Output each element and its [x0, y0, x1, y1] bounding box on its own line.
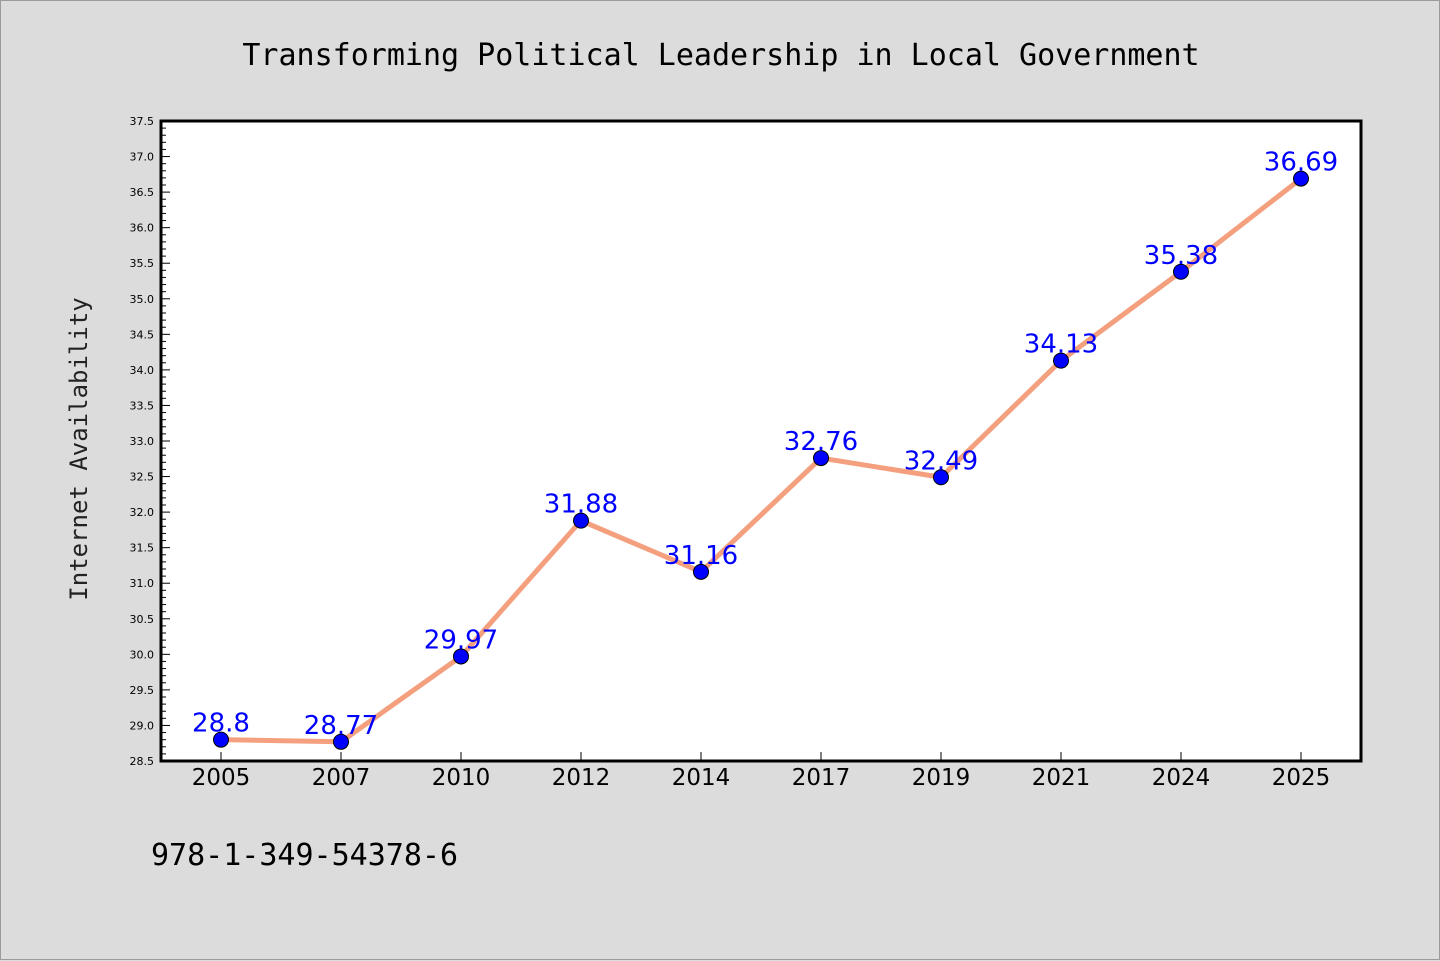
data-point	[933, 469, 949, 486]
y-tick-label: 28.5	[130, 755, 155, 768]
x-tick-label: 2019	[912, 765, 971, 791]
x-tick-label: 2024	[1152, 765, 1211, 791]
data-point	[693, 563, 709, 580]
data-label: 36.69	[1264, 148, 1338, 178]
data-point	[1293, 170, 1309, 187]
data-label: 32.76	[784, 427, 858, 457]
x-tick-label: 2012	[552, 765, 611, 791]
y-tick-label: 32.0	[130, 506, 155, 519]
plot-frame	[159, 119, 1363, 763]
x-tick-label: 2010	[432, 765, 491, 791]
x-tick-label: 2007	[312, 765, 371, 791]
data-label: 28.8	[192, 709, 250, 739]
data-label: 28.77	[304, 711, 378, 741]
x-tick-label: 2014	[672, 765, 731, 791]
data-markers	[213, 170, 1309, 750]
y-tick-label: 30.0	[130, 648, 155, 661]
y-tick-label: 33.0	[130, 435, 155, 448]
data-point	[213, 731, 229, 748]
data-point	[573, 512, 589, 529]
chart-title: Transforming Political Leadership in Loc…	[242, 38, 1199, 73]
data-label: 31.88	[544, 490, 618, 520]
y-tick-label: 35.5	[130, 257, 155, 270]
y-tick-label: 35.0	[130, 293, 155, 306]
x-tick-label: 2017	[792, 765, 851, 791]
y-tick-label: 31.0	[130, 577, 155, 590]
data-point	[813, 450, 829, 467]
plot-area	[161, 121, 1361, 761]
y-tick-label: 31.5	[130, 542, 155, 555]
isbn-text: 978-1-349-54378-6	[151, 838, 458, 873]
y-tick-label: 36.5	[130, 186, 155, 199]
data-labels: 28.8 28.77 29.97 31.88 31.16 32.76 32.49 34.13 3…	[192, 148, 1338, 741]
x-tick-label: 2005	[192, 765, 251, 791]
x-tick-label: 2021	[1032, 765, 1091, 791]
y-tick-label: 37.0	[130, 151, 155, 164]
y-tick-label: 29.5	[130, 684, 155, 697]
y-tick-label: 29.0	[130, 719, 155, 732]
data-label: 31.16	[664, 541, 738, 571]
y-tick-label: 34.0	[130, 364, 155, 377]
data-label: 29.97	[424, 625, 498, 655]
data-label: 34.13	[1024, 330, 1098, 360]
y-tick-label: 34.5	[130, 328, 155, 341]
data-point	[453, 648, 469, 665]
y-axis-label: Internet Availability	[65, 297, 93, 600]
data-label: 32.49	[904, 446, 978, 476]
x-axis: 2005 2007 2010 2012 2014 2017 2019 2021 2024 2025	[192, 752, 1331, 791]
y-tick-label: 37.5	[130, 115, 155, 128]
y-tick-label: 30.5	[130, 613, 155, 626]
x-tick-label: 2025	[1272, 765, 1331, 791]
y-tick-label: 33.5	[130, 399, 155, 412]
data-point	[1053, 352, 1069, 369]
y-axis: 28.5 29.0 29.5 30.0 30.5 31.0 31.5 32.0 32.5 33.0…	[130, 115, 170, 768]
y-tick-label: 36.0	[130, 222, 155, 235]
data-label: 35.38	[1144, 241, 1218, 271]
data-point	[1173, 263, 1189, 280]
y-tick-label: 32.5	[130, 471, 155, 484]
series-line	[218, 176, 1304, 745]
data-point	[333, 733, 349, 750]
